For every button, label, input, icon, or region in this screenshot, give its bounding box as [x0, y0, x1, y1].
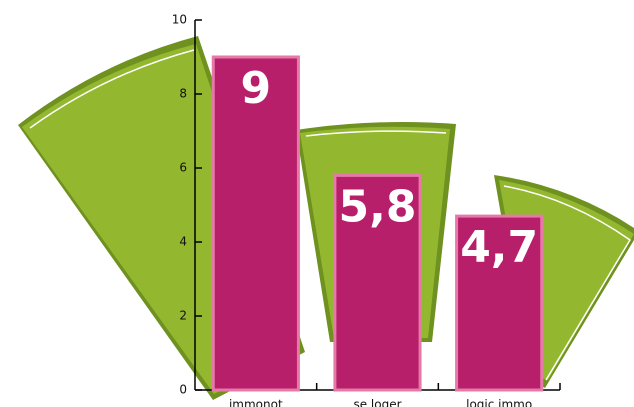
- y-tick-label: 10: [172, 13, 187, 27]
- green-highlight: [305, 130, 447, 137]
- value-label: 5,8: [339, 181, 417, 232]
- green-highlight: [29, 49, 195, 129]
- value-label: 9: [241, 63, 272, 114]
- x-tick-label: immonot: [229, 398, 283, 407]
- bar: [211, 55, 300, 392]
- x-tick-label: se loger: [353, 398, 401, 407]
- x-tick-label: logic immo: [466, 398, 532, 407]
- value-label: 4,7: [460, 222, 538, 273]
- bar: [333, 173, 422, 392]
- green-highlight: [503, 185, 632, 381]
- y-tick-label: 2: [179, 309, 187, 323]
- y-tick-label: 6: [179, 161, 187, 175]
- plot-area: 0 2 4 6 8 10 immonot 9 se loger 5,8 logic immo 4,7: [172, 13, 561, 407]
- y-tick-label: 8: [179, 87, 187, 101]
- y-tick-label: 4: [179, 235, 187, 249]
- bar: [455, 214, 544, 392]
- y-tick-label: 0: [179, 383, 187, 397]
